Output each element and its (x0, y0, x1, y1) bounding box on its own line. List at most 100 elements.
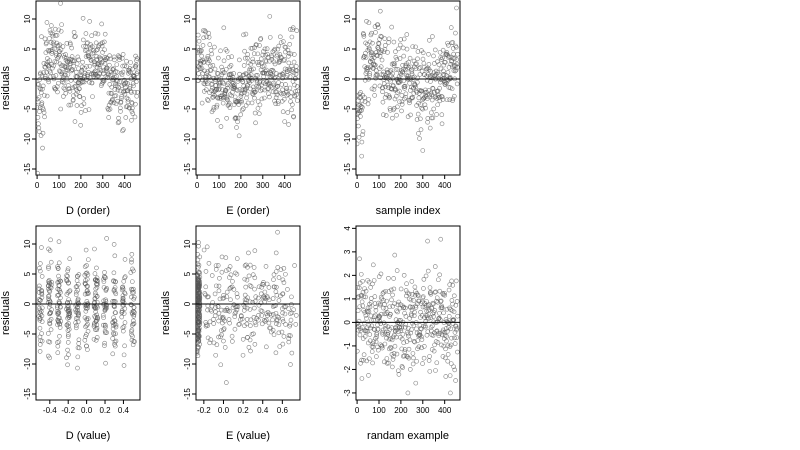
data-point (117, 79, 122, 85)
data-point (259, 96, 265, 102)
data-point (452, 335, 457, 341)
data-point (71, 30, 77, 35)
data-point (36, 129, 42, 134)
data-point (383, 306, 389, 311)
data-point (83, 308, 89, 314)
data-point (40, 83, 46, 89)
data-point (450, 98, 455, 103)
data-point (249, 67, 254, 73)
data-point (362, 320, 367, 326)
data-point (36, 170, 40, 175)
data-point (213, 309, 218, 315)
data-point (409, 279, 415, 284)
data-point (360, 278, 365, 284)
data-point (262, 87, 268, 93)
data-point (408, 112, 413, 118)
data-point (251, 66, 256, 72)
y-tick-label: -15 (23, 163, 32, 175)
data-point (422, 102, 428, 108)
data-point (119, 96, 124, 101)
data-point (420, 56, 426, 62)
data-point (119, 94, 124, 99)
data-point (403, 95, 409, 100)
data-point (197, 341, 202, 347)
data-point (424, 77, 430, 83)
data-point (202, 68, 207, 74)
data-point (84, 288, 90, 293)
data-point (267, 94, 272, 100)
data-point (280, 109, 286, 115)
y-tick-label: 0 (23, 301, 32, 306)
data-point (75, 319, 81, 325)
data-point (421, 355, 427, 361)
data-point (444, 97, 450, 103)
data-point (383, 43, 388, 48)
data-point (290, 27, 295, 32)
data-point (203, 87, 209, 92)
data-point (384, 356, 390, 361)
data-point (93, 68, 98, 74)
data-point (101, 322, 106, 328)
x-tick-label: 0.6 (277, 406, 289, 415)
data-point (74, 323, 79, 328)
data-point (120, 128, 125, 134)
data-point (68, 78, 74, 83)
data-point (438, 299, 443, 304)
data-point (71, 58, 77, 64)
data-point (424, 299, 429, 304)
data-point (374, 72, 380, 78)
data-point (359, 357, 364, 363)
data-point (196, 290, 202, 296)
data-point (408, 297, 414, 303)
data-point (67, 289, 72, 294)
data-point (244, 91, 250, 97)
data-point (280, 291, 286, 296)
data-point (100, 79, 106, 85)
data-point (285, 110, 291, 115)
data-point (101, 78, 106, 83)
data-point (241, 32, 246, 38)
points-layer (356, 5, 460, 159)
data-point (381, 112, 386, 118)
data-point (416, 344, 422, 350)
data-point (36, 314, 42, 319)
data-point (453, 67, 459, 73)
data-point (379, 57, 385, 63)
data-point (39, 102, 44, 107)
data-point (196, 38, 202, 44)
data-point (50, 74, 56, 79)
data-point (359, 299, 365, 305)
data-point (71, 93, 76, 98)
data-point (255, 51, 261, 57)
data-point (245, 264, 250, 270)
data-point (103, 287, 109, 292)
data-point (102, 308, 108, 313)
data-point (111, 242, 117, 247)
data-point (397, 42, 403, 48)
data-point (438, 66, 444, 72)
data-point (373, 304, 379, 310)
data-point (435, 340, 441, 345)
data-point (288, 90, 294, 95)
data-point (83, 334, 88, 339)
data-point (252, 305, 257, 311)
data-point (407, 100, 412, 106)
data-point (415, 111, 421, 117)
data-point (109, 91, 114, 96)
data-point (388, 287, 394, 293)
data-point (201, 35, 206, 41)
data-point (82, 281, 88, 286)
data-point (100, 77, 106, 83)
data-point (264, 281, 270, 287)
data-point (221, 293, 226, 298)
data-point (75, 54, 81, 60)
data-point (436, 72, 442, 77)
data-point (237, 57, 242, 63)
data-point (236, 102, 241, 107)
data-point (56, 300, 62, 306)
data-point (78, 110, 84, 115)
data-point (248, 323, 253, 328)
data-point (283, 271, 288, 277)
data-point (233, 115, 238, 120)
data-point (291, 59, 297, 65)
